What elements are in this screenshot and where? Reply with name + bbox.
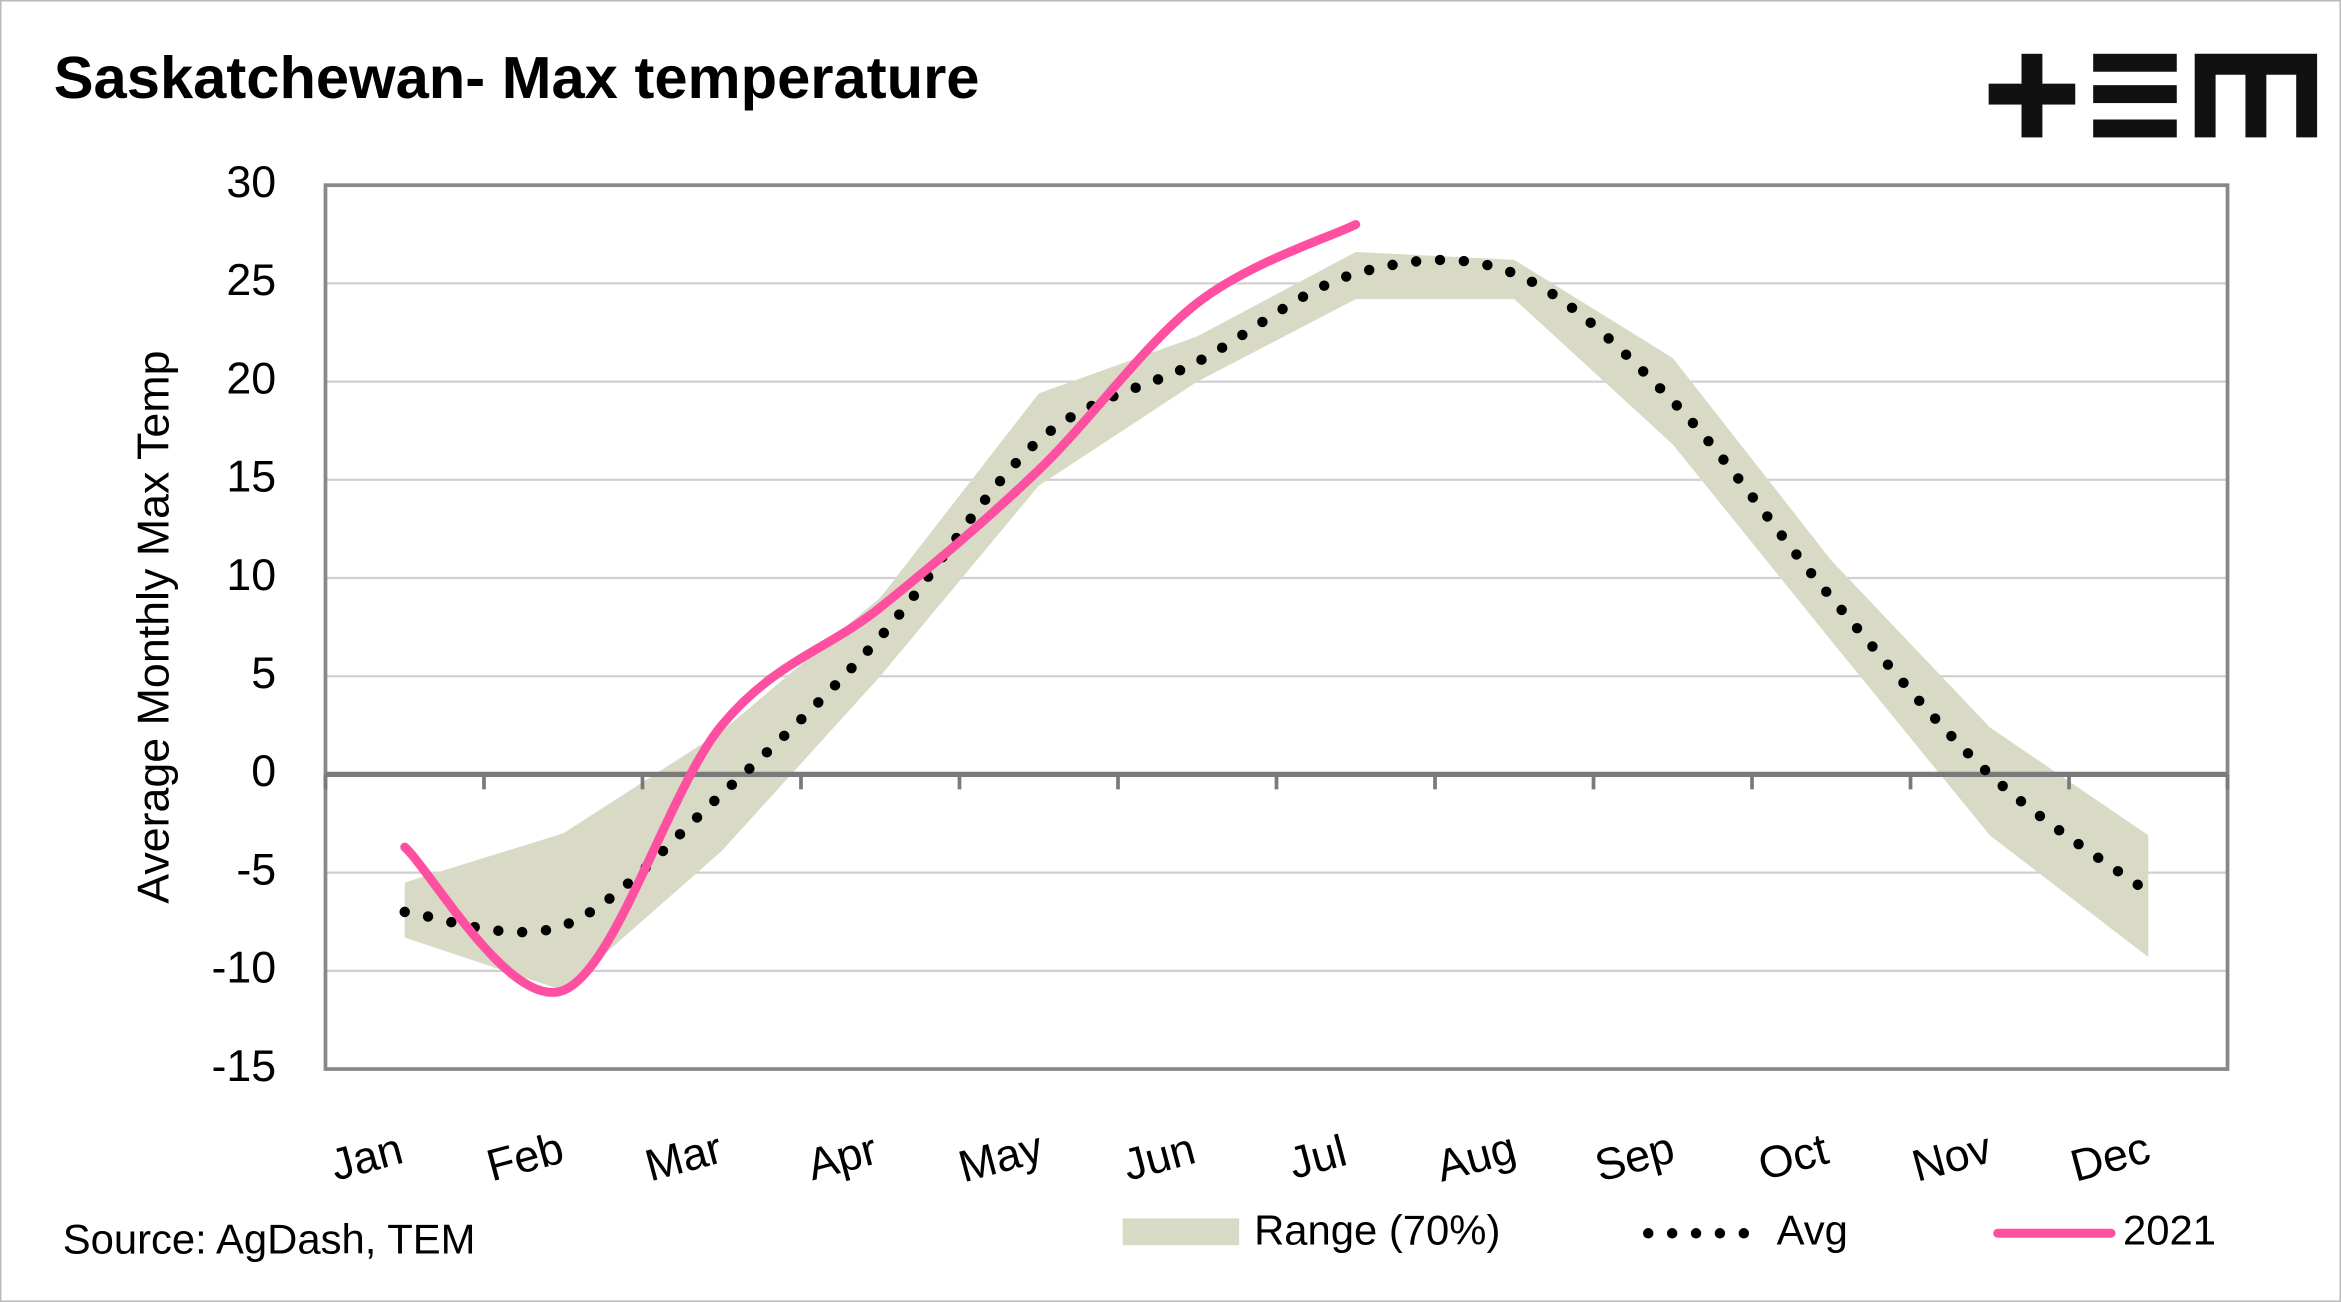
line-series	[400, 219, 1361, 997]
range-band	[404, 251, 2149, 991]
y-tick-label: -5	[236, 844, 276, 894]
plot-border	[323, 183, 2230, 1071]
y-tick-label: 15	[226, 452, 276, 502]
legend-label: Range (70%)	[1254, 1206, 1500, 1253]
y-tick-label: -10	[211, 943, 276, 993]
source: Source: AgDash, TEM	[63, 1215, 476, 1262]
logo	[1988, 53, 2318, 138]
y-tick-label: -15	[211, 1041, 276, 1091]
legend-label: Avg	[1777, 1206, 1848, 1253]
y-tick-label: 0	[251, 746, 276, 796]
line-series	[399, 254, 2154, 938]
legend-swatch	[1122, 1218, 1240, 1246]
chart-title: Saskatchewan- Max temperature	[54, 44, 980, 111]
y-tick-label: 5	[251, 648, 276, 698]
legend-label: 2021	[2123, 1206, 2216, 1253]
y-tick-label: 20	[226, 353, 276, 403]
y-axis-title: Average Monthly Max Temp	[129, 351, 179, 904]
y-tick-label: 10	[226, 550, 276, 600]
y-tick-label: 25	[226, 255, 276, 305]
y-tick-label: 30	[226, 157, 276, 207]
